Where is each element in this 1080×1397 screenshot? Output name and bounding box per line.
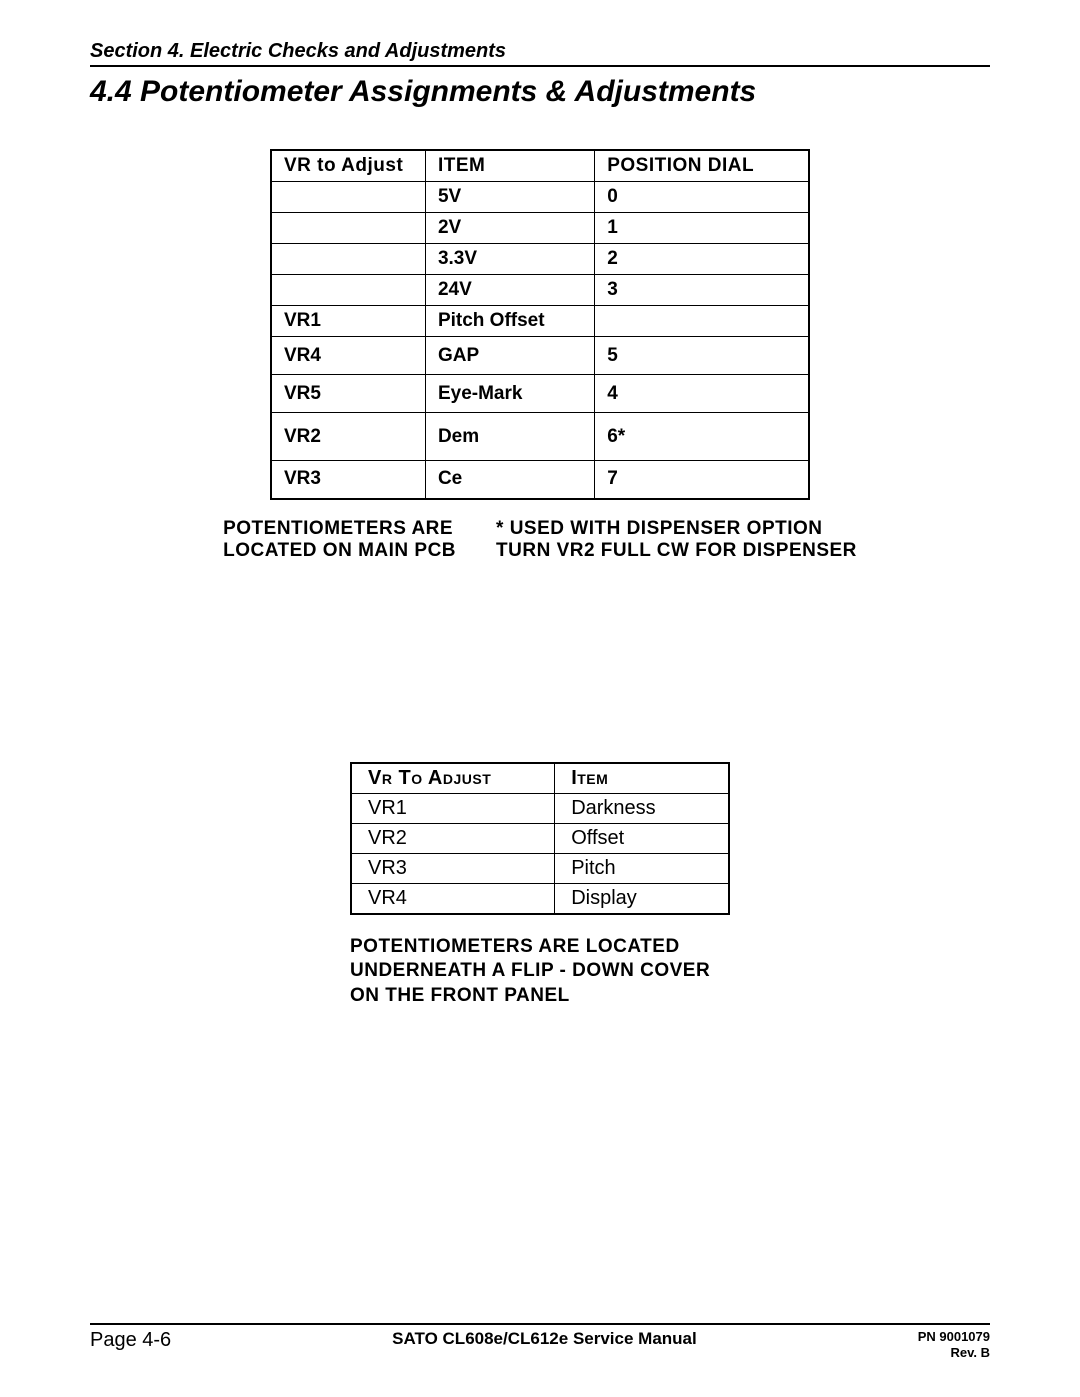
table-cell [271, 182, 425, 213]
table-cell: Eye-Mark [425, 375, 594, 413]
table-cell: VR2 [351, 823, 555, 853]
table-cell: Pitch [555, 853, 729, 883]
spacer [90, 562, 990, 762]
table-cell: VR2 [271, 413, 425, 461]
note2-line3: ON THE FRONT PANEL [350, 984, 730, 1009]
section-label: Section 4. Electric Checks and Adjustmen… [90, 40, 990, 67]
table-cell [271, 244, 425, 275]
table2-container: Vr To Adjust Item VR1DarknessVR2OffsetVR… [90, 762, 990, 915]
notes-row-1: POTENTIOMETERS ARE LOCATED ON MAIN PCB *… [90, 518, 990, 562]
table-row: VR2Dem6* [271, 413, 809, 461]
table-cell: 6* [595, 413, 809, 461]
table-row: VR4Display [351, 883, 729, 914]
table-cell: 2V [425, 213, 594, 244]
table-cell: VR1 [271, 306, 425, 337]
table-cell: 24V [425, 275, 594, 306]
table-row: 5V0 [271, 182, 809, 213]
potentiometer-table-front: Vr To Adjust Item VR1DarknessVR2OffsetVR… [350, 762, 730, 915]
footer-manual-title: SATO CL608e/CL612e Service Manual [171, 1329, 918, 1349]
table-cell: Darkness [555, 793, 729, 823]
table-cell: 2 [595, 244, 809, 275]
table-row: VR2Offset [351, 823, 729, 853]
note-left-line2: LOCATED ON MAIN PCB [223, 540, 456, 562]
table-row: VR1Pitch Offset [271, 306, 809, 337]
table-cell: Ce [425, 461, 594, 499]
table-cell: 4 [595, 375, 809, 413]
note-left-line1: POTENTIOMETERS ARE [223, 518, 456, 540]
page: Section 4. Electric Checks and Adjustmen… [0, 0, 1080, 1397]
table-cell: VR5 [271, 375, 425, 413]
note2-line2: UNDERNEATH A FLIP - DOWN COVER [350, 959, 730, 984]
t1-header-position: POSITION DIAL [595, 150, 809, 182]
table-row: VR3Ce7 [271, 461, 809, 499]
table-cell: VR4 [271, 337, 425, 375]
table-row: VR3Pitch [351, 853, 729, 883]
footer-page-number: Page 4-6 [90, 1329, 171, 1352]
footer-pn-rev: PN 9001079 Rev. B [918, 1329, 990, 1362]
footer-rev: Rev. B [918, 1345, 990, 1361]
table-cell [271, 275, 425, 306]
notes-row-2: POTENTIOMETERS ARE LOCATED UNDERNEATH A … [350, 935, 730, 1009]
note-right-line2: TURN VR2 FULL CW FOR DISPENSER [496, 540, 857, 562]
table-cell: 1 [595, 213, 809, 244]
table-cell: VR1 [351, 793, 555, 823]
table-cell: Display [555, 883, 729, 914]
table-cell: VR4 [351, 883, 555, 914]
table-cell: GAP [425, 337, 594, 375]
table-cell: 5 [595, 337, 809, 375]
table1-container: VR to Adjust ITEM POSITION DIAL 5V02V13.… [90, 149, 990, 500]
potentiometer-table-main: VR to Adjust ITEM POSITION DIAL 5V02V13.… [270, 149, 810, 500]
note-right-line1: * USED WITH DISPENSER OPTION [496, 518, 857, 540]
t2-header-vr: Vr To Adjust [351, 763, 555, 794]
table-row: 3.3V2 [271, 244, 809, 275]
table-row: 2V1 [271, 213, 809, 244]
table-cell: Pitch Offset [425, 306, 594, 337]
t1-header-item: ITEM [425, 150, 594, 182]
footer-pn: PN 9001079 [918, 1329, 990, 1345]
table-cell: 5V [425, 182, 594, 213]
note2-line1: POTENTIOMETERS ARE LOCATED [350, 935, 730, 960]
table-cell: Offset [555, 823, 729, 853]
table-row: VR1Darkness [351, 793, 729, 823]
page-title: 4.4 Potentiometer Assignments & Adjustme… [90, 75, 990, 109]
page-footer: Page 4-6 SATO CL608e/CL612e Service Manu… [90, 1323, 990, 1362]
table-row: 24V3 [271, 275, 809, 306]
table-cell: VR3 [351, 853, 555, 883]
note-dispenser: * USED WITH DISPENSER OPTION TURN VR2 FU… [496, 518, 857, 562]
table-cell: 0 [595, 182, 809, 213]
table-row: VR5Eye-Mark4 [271, 375, 809, 413]
t2-header-item: Item [555, 763, 729, 794]
table-cell [595, 306, 809, 337]
table-cell: 7 [595, 461, 809, 499]
table-cell: VR3 [271, 461, 425, 499]
table-cell [271, 213, 425, 244]
t1-header-vr: VR to Adjust [271, 150, 425, 182]
table-cell: Dem [425, 413, 594, 461]
table-row: VR4GAP5 [271, 337, 809, 375]
table-cell: 3 [595, 275, 809, 306]
table-cell: 3.3V [425, 244, 594, 275]
note-location: POTENTIOMETERS ARE LOCATED ON MAIN PCB [223, 518, 456, 562]
